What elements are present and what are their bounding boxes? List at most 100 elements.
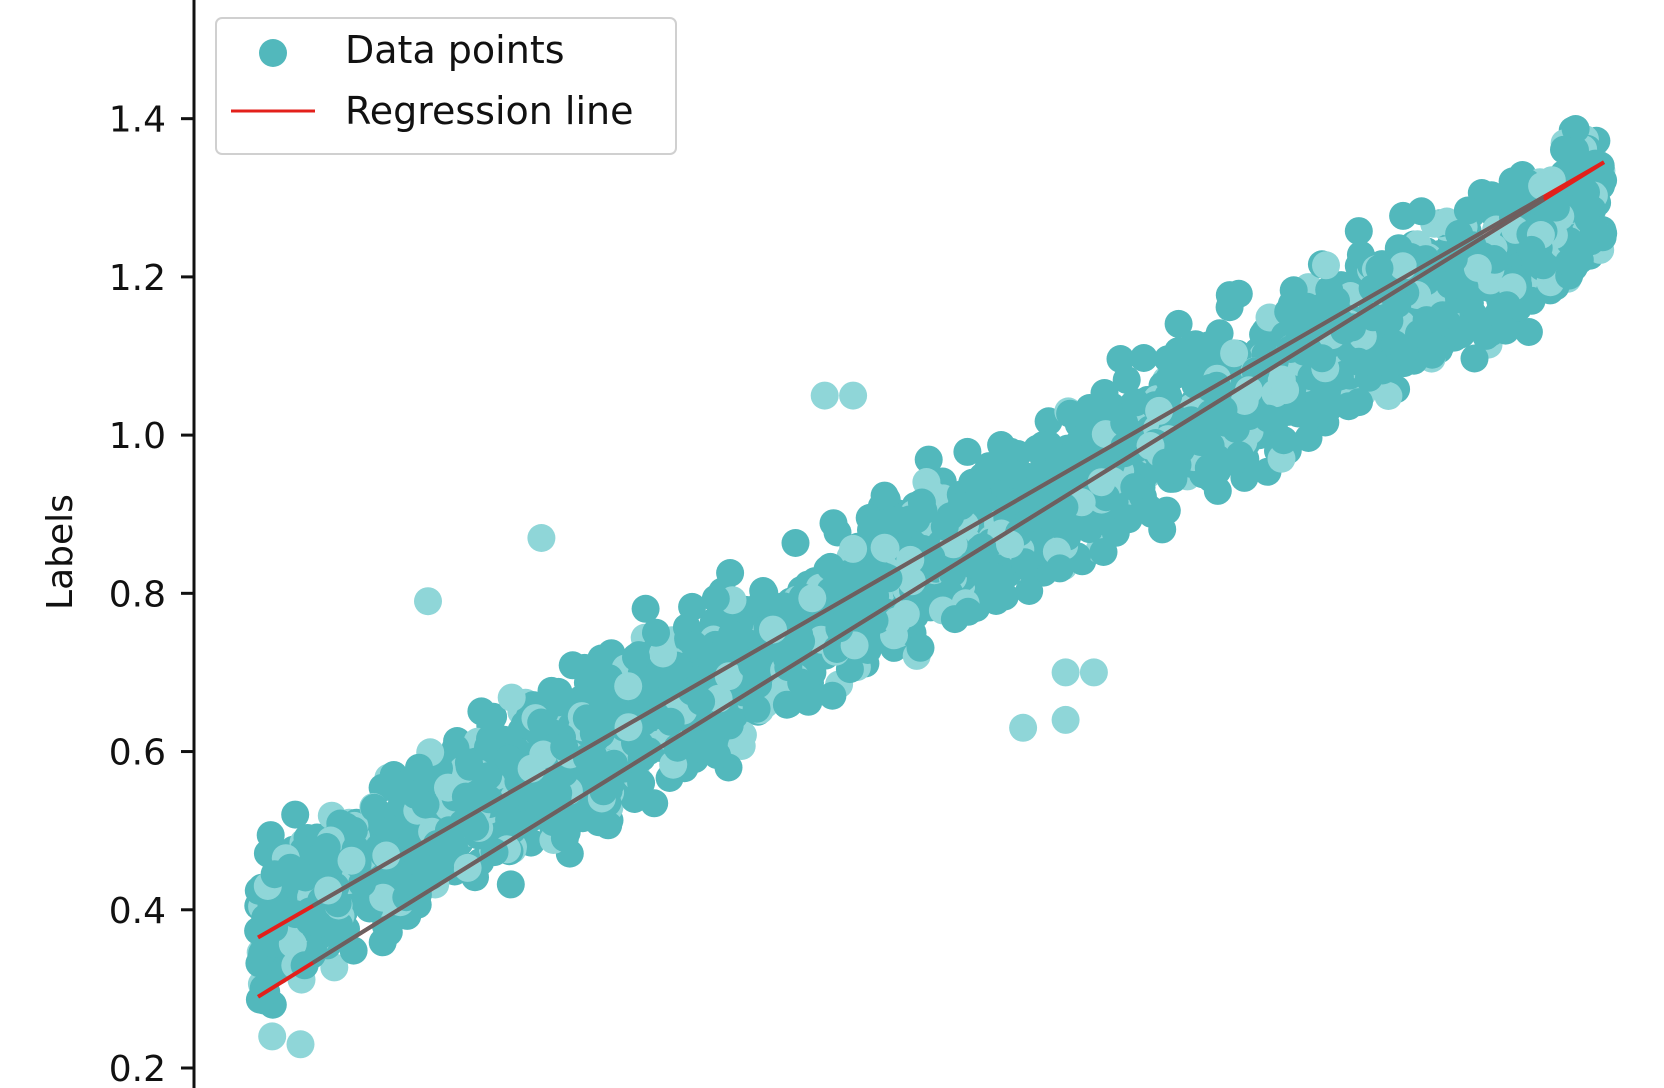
data-point [860,606,889,635]
data-point [1164,309,1193,338]
data-point [276,853,305,882]
data-point [996,530,1024,559]
data-point [304,910,333,938]
data-point [1477,181,1506,210]
data-point-outlier [527,524,556,552]
data-point [1075,394,1104,422]
data-point [818,681,847,710]
data-point [405,753,433,782]
data-point [1120,473,1149,502]
data-point [1220,339,1249,368]
data-point [703,741,731,770]
data-point [1294,424,1323,452]
data-point [987,431,1016,459]
data-point [1374,382,1403,410]
data-point [545,680,573,709]
data-point [360,793,389,822]
legend-frame [215,17,677,155]
data-point [401,780,430,809]
data-point [494,744,523,773]
data-point [1491,316,1520,345]
data-point [312,833,341,861]
data-point [1152,448,1181,477]
data-point [891,600,920,628]
data-point [1358,274,1387,303]
data-point [1269,426,1298,455]
data-point [527,708,556,737]
y-tick-label: 1.4 [109,100,166,141]
data-point [454,748,483,777]
data-point [1554,248,1583,277]
data-point [940,605,969,634]
data-point [1345,388,1373,417]
data-point [701,584,730,613]
data-point [1203,476,1232,505]
data-point [870,481,899,510]
data-point [1234,376,1263,405]
data-point [727,732,756,760]
y-tick-label: 0.8 [109,574,166,615]
data-point [640,789,669,818]
data-point [627,769,656,797]
data-point [1579,215,1608,244]
data-point [839,534,868,563]
data-point [314,876,343,905]
data-point [777,598,806,627]
data-point [1344,217,1373,246]
data-point [1015,577,1044,605]
data-point [1152,496,1181,525]
data-point [781,529,810,557]
data-point [495,805,524,834]
data-point [614,672,643,701]
data-point [256,821,285,850]
data-point [1114,505,1143,534]
data-point [1460,344,1489,373]
data-point [1087,468,1116,497]
data-point [1110,439,1139,468]
data-point [372,841,401,870]
data-point [1412,306,1441,335]
data-point [348,869,377,898]
data-point-outlier [839,381,868,410]
y-tick-label: 0.4 [109,891,166,932]
data-point [281,800,310,829]
data-point [416,862,445,891]
data-point [1167,339,1196,368]
data-point [798,584,827,613]
data-point [1052,443,1081,472]
data-point [1215,281,1244,310]
legend-label-regression-line: Regression line [345,89,634,133]
data-point [474,733,502,762]
data-point [1550,135,1578,164]
data-point [680,631,709,660]
data-point [1447,320,1476,349]
data-point [772,690,801,719]
data-point [1129,344,1158,372]
data-point-outlier [1051,658,1080,687]
data-point [428,834,457,863]
data-point [947,491,976,520]
legend: Data points Regression line [215,17,677,155]
data-point [550,733,579,762]
data-point [870,533,899,562]
data-point [974,567,1002,596]
data-point [369,883,398,912]
data-point [835,570,863,599]
data-point [1312,251,1340,280]
regression-line-overlay-2 [311,197,1546,965]
data-point [1492,291,1521,320]
data-point-outlier [286,1030,315,1059]
data-point [930,512,959,541]
data-point [539,808,568,837]
data-point [838,596,867,625]
data-point [717,620,746,649]
data-point [1271,376,1300,405]
data-point [702,711,731,740]
data-point [1514,318,1543,346]
data-point [1529,251,1558,280]
data-point [953,437,982,466]
y-axis-title: Labels [40,494,81,610]
data-point [1145,396,1174,425]
scatter-points-layer [244,115,1618,1059]
